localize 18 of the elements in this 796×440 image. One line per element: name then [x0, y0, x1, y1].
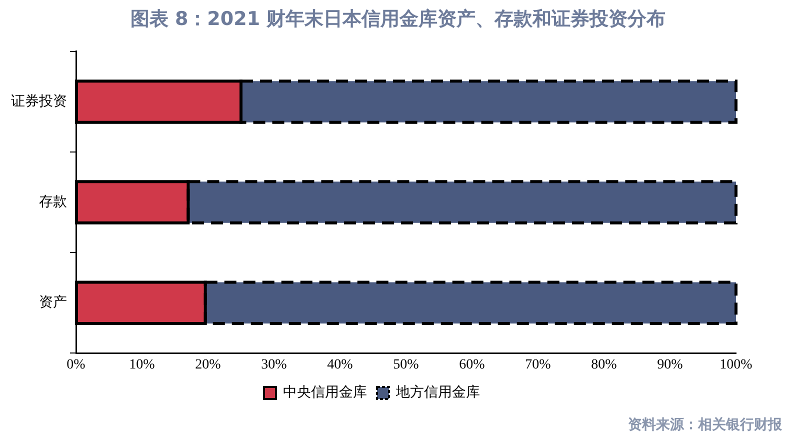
x-tick-label: 0%	[66, 357, 86, 372]
y-tick-label: 资产	[39, 294, 67, 311]
chart-title: 图表 8：2021 财年末日本信用金库资产、存款和证券投资分布	[129, 7, 667, 32]
x-tick-label: 20%	[195, 357, 222, 372]
x-tick-label: 100%	[720, 357, 753, 372]
x-tick-label: 80%	[591, 357, 618, 372]
x-tick-label: 90%	[657, 357, 684, 372]
x-tick-label: 30%	[261, 357, 288, 372]
x-tick-label: 60%	[459, 357, 486, 372]
x-tick-label: 50%	[393, 357, 420, 372]
x-tick-label: 40%	[327, 357, 354, 372]
legend-label: 地方信用金库	[395, 384, 480, 401]
y-tick-label: 存款	[39, 194, 67, 210]
y-tick-label: 证券投资	[11, 93, 67, 110]
x-tick-label: 10%	[129, 357, 156, 372]
x-tick-label: 70%	[525, 357, 552, 372]
text: 资料来源：相关银行财报	[628, 416, 782, 434]
legend-label: 中央信用金库	[283, 384, 367, 401]
